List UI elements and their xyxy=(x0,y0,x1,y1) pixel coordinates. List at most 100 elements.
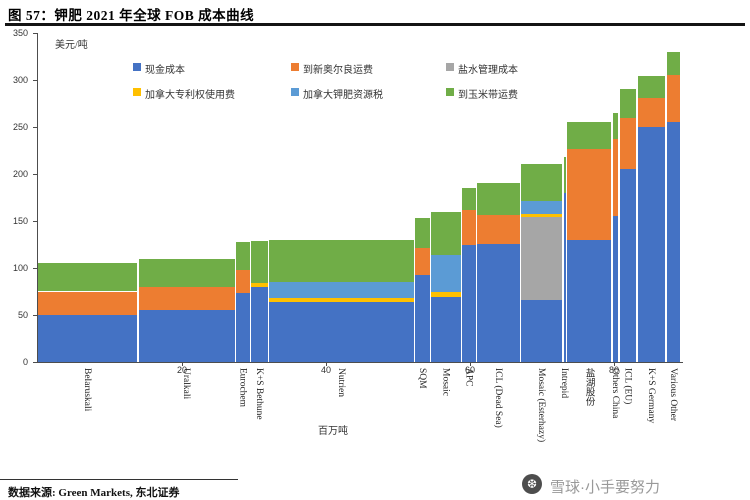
x-tick-mark xyxy=(182,362,183,366)
bar-segment-cash xyxy=(269,301,414,362)
bar-segment-corn xyxy=(666,51,681,76)
bar-label: Belaruskali xyxy=(82,368,93,412)
bar-segment-cash xyxy=(637,127,666,362)
legend-label-corn: 到玉米带运费 xyxy=(458,90,518,101)
bar-segment-nola xyxy=(415,248,430,275)
x-tick-mark xyxy=(470,362,471,366)
bar-segment-tax xyxy=(269,282,414,299)
bar-segment-corn xyxy=(431,211,461,255)
watermark-text: 雪球·小手要努力 xyxy=(550,479,660,496)
x-axis-unit-label: 百万吨 xyxy=(318,426,348,437)
footer-divider xyxy=(0,479,238,480)
bar-segment-nola xyxy=(612,139,619,217)
legend-swatch-brine xyxy=(446,63,454,71)
legend-swatch-nola xyxy=(291,63,299,71)
legend-item-royalty: 加拿大专利权使用费 xyxy=(133,87,283,101)
bar-segment-cash xyxy=(619,169,637,362)
y-tick-mark xyxy=(33,174,37,175)
bar-label: ICL (EU) xyxy=(622,368,633,405)
x-tick-mark xyxy=(614,362,615,366)
bar-segment-cash xyxy=(462,245,476,362)
bar-segment-corn xyxy=(521,163,563,202)
bar-segment-corn xyxy=(415,218,430,249)
bar-segment-cash xyxy=(521,299,563,362)
y-axis xyxy=(37,33,38,362)
bar-segment-royalty xyxy=(431,292,461,298)
bar-segment-corn xyxy=(637,76,666,98)
bar-segment-corn xyxy=(236,241,250,270)
y-axis-unit-label: 美元/吨 xyxy=(55,40,88,51)
bar-segment-nola xyxy=(637,97,666,127)
y-tick-mark xyxy=(33,315,37,316)
y-tick-mark xyxy=(33,33,37,34)
x-tick-label: 80 xyxy=(608,365,619,375)
legend-label-brine: 盐水管理成本 xyxy=(458,65,518,76)
legend-item-brine: 盐水管理成本 xyxy=(446,62,596,76)
bar-segment-royalty xyxy=(521,214,563,218)
bar-segment-tax xyxy=(521,201,563,215)
bar-segment-corn xyxy=(251,240,268,284)
bar-label: Others China xyxy=(609,368,620,419)
x-tick-label: 60 xyxy=(464,365,475,375)
bar-segment-cash xyxy=(612,216,619,362)
bar-segment-cash xyxy=(251,286,268,362)
bar-segment-corn xyxy=(477,183,520,216)
bar-segment-corn xyxy=(269,239,414,283)
x-tick-label: 40 xyxy=(320,365,331,375)
bar-segment-cash xyxy=(477,243,520,362)
page-title: 图 57：钾肥 2021 年全球 FOB 成本曲线 xyxy=(8,8,255,23)
bar-segment-brine xyxy=(521,217,563,300)
bar-segment-corn xyxy=(567,122,612,149)
bar-label: Nutrien xyxy=(336,368,346,398)
legend-label-cash: 现金成本 xyxy=(145,65,185,76)
bar-label: Uralkali xyxy=(181,368,192,400)
bar-segment-nola xyxy=(462,209,476,246)
y-tick-label: 300 xyxy=(12,75,28,85)
y-tick-label: 50 xyxy=(17,310,28,320)
data-source-note: 数据来源: Green Markets, 东北证券 xyxy=(8,487,180,499)
bar-label: APC xyxy=(463,368,474,387)
bar-segment-cash xyxy=(666,122,681,362)
legend-swatch-royalty xyxy=(133,88,141,96)
bar-segment-cash xyxy=(567,239,612,362)
bar-segment-nola xyxy=(567,148,612,240)
y-tick-mark xyxy=(33,362,37,363)
bar-segment-cash xyxy=(563,192,566,362)
y-tick-label: 100 xyxy=(12,263,28,273)
bar-label: K+S Bethune xyxy=(253,368,264,420)
legend-label-nola: 到新奥尔良运费 xyxy=(303,65,373,76)
bar-label: K+S Germany xyxy=(645,368,656,424)
legend-item-cash: 现金成本 xyxy=(133,62,283,76)
y-tick-mark xyxy=(33,221,37,222)
bar-segment-nola xyxy=(619,117,637,170)
bar-segment-royalty xyxy=(269,298,414,302)
legend-label-royalty: 加拿大专利权使用费 xyxy=(145,90,235,101)
bar-label: Mosaic xyxy=(440,368,451,396)
bar-segment-corn xyxy=(138,258,235,287)
y-tick-label: 250 xyxy=(12,122,28,132)
legend-item-tax: 加拿大钾肥资源税 xyxy=(291,87,441,101)
legend-item-nola: 到新奥尔良运费 xyxy=(291,62,441,76)
y-tick-mark xyxy=(33,127,37,128)
bar-segment-cash xyxy=(38,315,138,362)
bar-label: Various Other xyxy=(667,368,678,422)
bar-segment-nola xyxy=(138,286,235,311)
y-tick-label: 200 xyxy=(12,169,28,179)
bar-label: ICL (Dead Sea) xyxy=(492,368,503,428)
y-tick-label: 350 xyxy=(12,28,28,38)
bar-segment-cash xyxy=(415,274,430,362)
y-tick-label: 150 xyxy=(12,216,28,226)
bar-label: Mosaic (Esterhazy) xyxy=(536,368,547,443)
x-tick-label: 20 xyxy=(176,365,187,375)
bar-segment-corn xyxy=(612,112,619,140)
bar-segment-nola xyxy=(666,75,681,123)
bar-segment-nola xyxy=(38,291,138,315)
title-underline-divider xyxy=(5,23,745,26)
legend-swatch-tax xyxy=(291,88,299,96)
bar-segment-nola xyxy=(477,215,520,244)
bar-label: SQM xyxy=(417,368,427,389)
bar-label: Intrepid xyxy=(559,368,570,399)
y-tick-mark xyxy=(33,268,37,269)
bar-segment-corn xyxy=(462,188,476,210)
bar-segment-corn xyxy=(563,157,566,193)
